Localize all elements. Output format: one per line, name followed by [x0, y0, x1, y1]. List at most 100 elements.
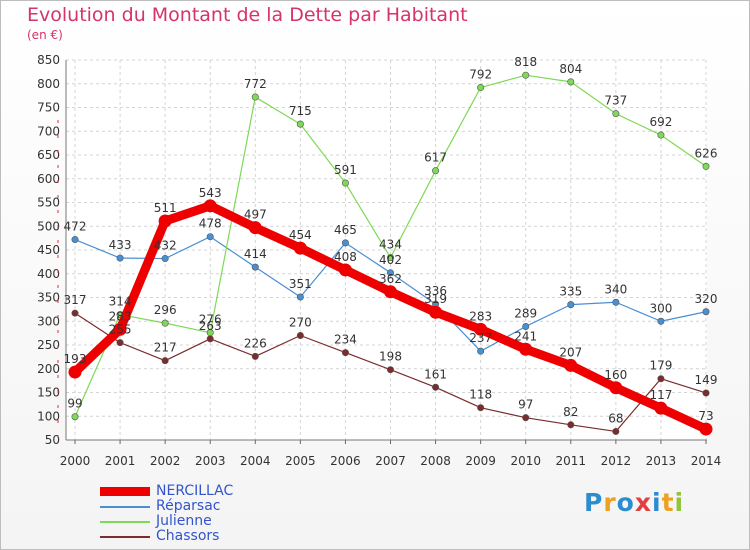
- data-point: [612, 427, 620, 435]
- data-point: [206, 335, 214, 343]
- data-label: 336: [424, 284, 447, 298]
- legend-swatch: [100, 487, 150, 496]
- data-point: [384, 285, 397, 299]
- logo-letter: i: [652, 488, 662, 517]
- data-label: 351: [289, 277, 312, 291]
- legend-label: Réparsac: [156, 498, 221, 514]
- data-label: 408: [334, 250, 357, 264]
- data-point: [161, 357, 169, 365]
- data-point: [657, 317, 665, 325]
- data-label: 317: [64, 293, 87, 307]
- data-point: [609, 381, 623, 395]
- data-label: 118: [469, 388, 492, 402]
- data-label: 276: [199, 313, 222, 327]
- data-point: [248, 221, 262, 235]
- data-point: [564, 358, 578, 372]
- chart-legend: NERCILLAC Réparsac Julienne Chassors: [100, 483, 360, 544]
- data-label: 68: [608, 411, 623, 425]
- data-point: [702, 389, 710, 397]
- data-point: [71, 309, 79, 317]
- y-tick-label: 800: [37, 77, 60, 91]
- data-label: 497: [244, 208, 267, 222]
- data-label: 434: [379, 238, 402, 252]
- data-point: [293, 241, 307, 255]
- data-label: 362: [379, 272, 402, 286]
- data-label: 237: [469, 331, 492, 345]
- x-tick-label: 2006: [330, 454, 361, 468]
- data-label: 270: [289, 316, 312, 330]
- data-label: 320: [695, 292, 718, 306]
- data-point: [116, 254, 124, 262]
- data-point: [657, 375, 665, 383]
- data-label: 283: [109, 309, 132, 323]
- data-label: 414: [244, 247, 267, 261]
- x-tick-label: 2004: [240, 454, 271, 468]
- data-label: 626: [695, 146, 718, 160]
- data-point: [296, 331, 304, 339]
- data-label: 82: [563, 405, 578, 419]
- legend-label: Chassors: [156, 528, 220, 544]
- y-tick-label: 600: [37, 172, 60, 186]
- data-point: [612, 110, 620, 118]
- data-point: [477, 347, 485, 355]
- data-label: 198: [379, 350, 402, 364]
- legend-item-réparsac: Réparsac: [100, 498, 360, 514]
- data-label: 296: [154, 303, 177, 317]
- data-label: 692: [649, 115, 672, 129]
- data-label: 465: [334, 223, 357, 237]
- logo-letter: r: [603, 488, 617, 517]
- legend-label: NERCILLAC: [156, 483, 234, 499]
- data-label: 226: [244, 336, 267, 350]
- data-point: [251, 352, 259, 360]
- logo-letter: t: [661, 488, 675, 517]
- legend-label: Julienne: [156, 513, 212, 529]
- data-point: [161, 319, 169, 327]
- y-tick-label: 100: [37, 409, 60, 423]
- y-tick-label: 850: [37, 53, 60, 67]
- data-label: 217: [154, 341, 177, 355]
- data-point: [206, 233, 214, 241]
- data-label: 241: [514, 329, 537, 343]
- data-point: [161, 255, 169, 263]
- data-point: [522, 322, 530, 330]
- logo-letter: i: [674, 488, 685, 517]
- data-label: 319: [424, 292, 447, 306]
- data-label: 432: [154, 239, 177, 253]
- data-point: [386, 254, 394, 262]
- x-tick-label: 2008: [420, 454, 451, 468]
- data-label: 591: [334, 163, 357, 177]
- x-tick-label: 2009: [465, 454, 496, 468]
- x-tick-label: 2013: [646, 454, 677, 468]
- data-point: [567, 421, 575, 429]
- data-label: 772: [244, 77, 267, 91]
- x-tick-label: 2000: [60, 454, 91, 468]
- data-point: [657, 131, 665, 139]
- proxiti-logo: Proxiti: [584, 488, 684, 517]
- y-tick-label: 200: [37, 362, 60, 376]
- chart-title: Evolution du Montant de la Dette par Hab…: [27, 4, 468, 26]
- y-tick-label: 400: [37, 267, 60, 281]
- y-tick-label: 250: [37, 338, 60, 352]
- data-point: [432, 167, 440, 175]
- data-point: [341, 179, 349, 187]
- chart-subtitle: (en €): [27, 28, 63, 42]
- data-point: [522, 71, 530, 79]
- data-point: [567, 78, 575, 86]
- data-point: [474, 322, 488, 336]
- data-point: [654, 401, 668, 415]
- data-point: [251, 263, 259, 271]
- data-label: 737: [604, 94, 627, 108]
- data-label: 160: [604, 368, 627, 382]
- logo-letter: x: [634, 488, 652, 517]
- data-label: 314: [109, 295, 132, 309]
- data-label: 454: [289, 228, 312, 242]
- y-tick-label: 500: [37, 219, 60, 233]
- data-point: [429, 305, 443, 319]
- y-tick-label: 150: [37, 386, 60, 400]
- x-tick-label: 2007: [375, 454, 406, 468]
- data-point: [341, 239, 349, 247]
- data-label: 149: [695, 373, 718, 387]
- x-tick-label: 2005: [285, 454, 316, 468]
- x-tick-label: 2002: [150, 454, 181, 468]
- x-tick-label: 2003: [195, 454, 226, 468]
